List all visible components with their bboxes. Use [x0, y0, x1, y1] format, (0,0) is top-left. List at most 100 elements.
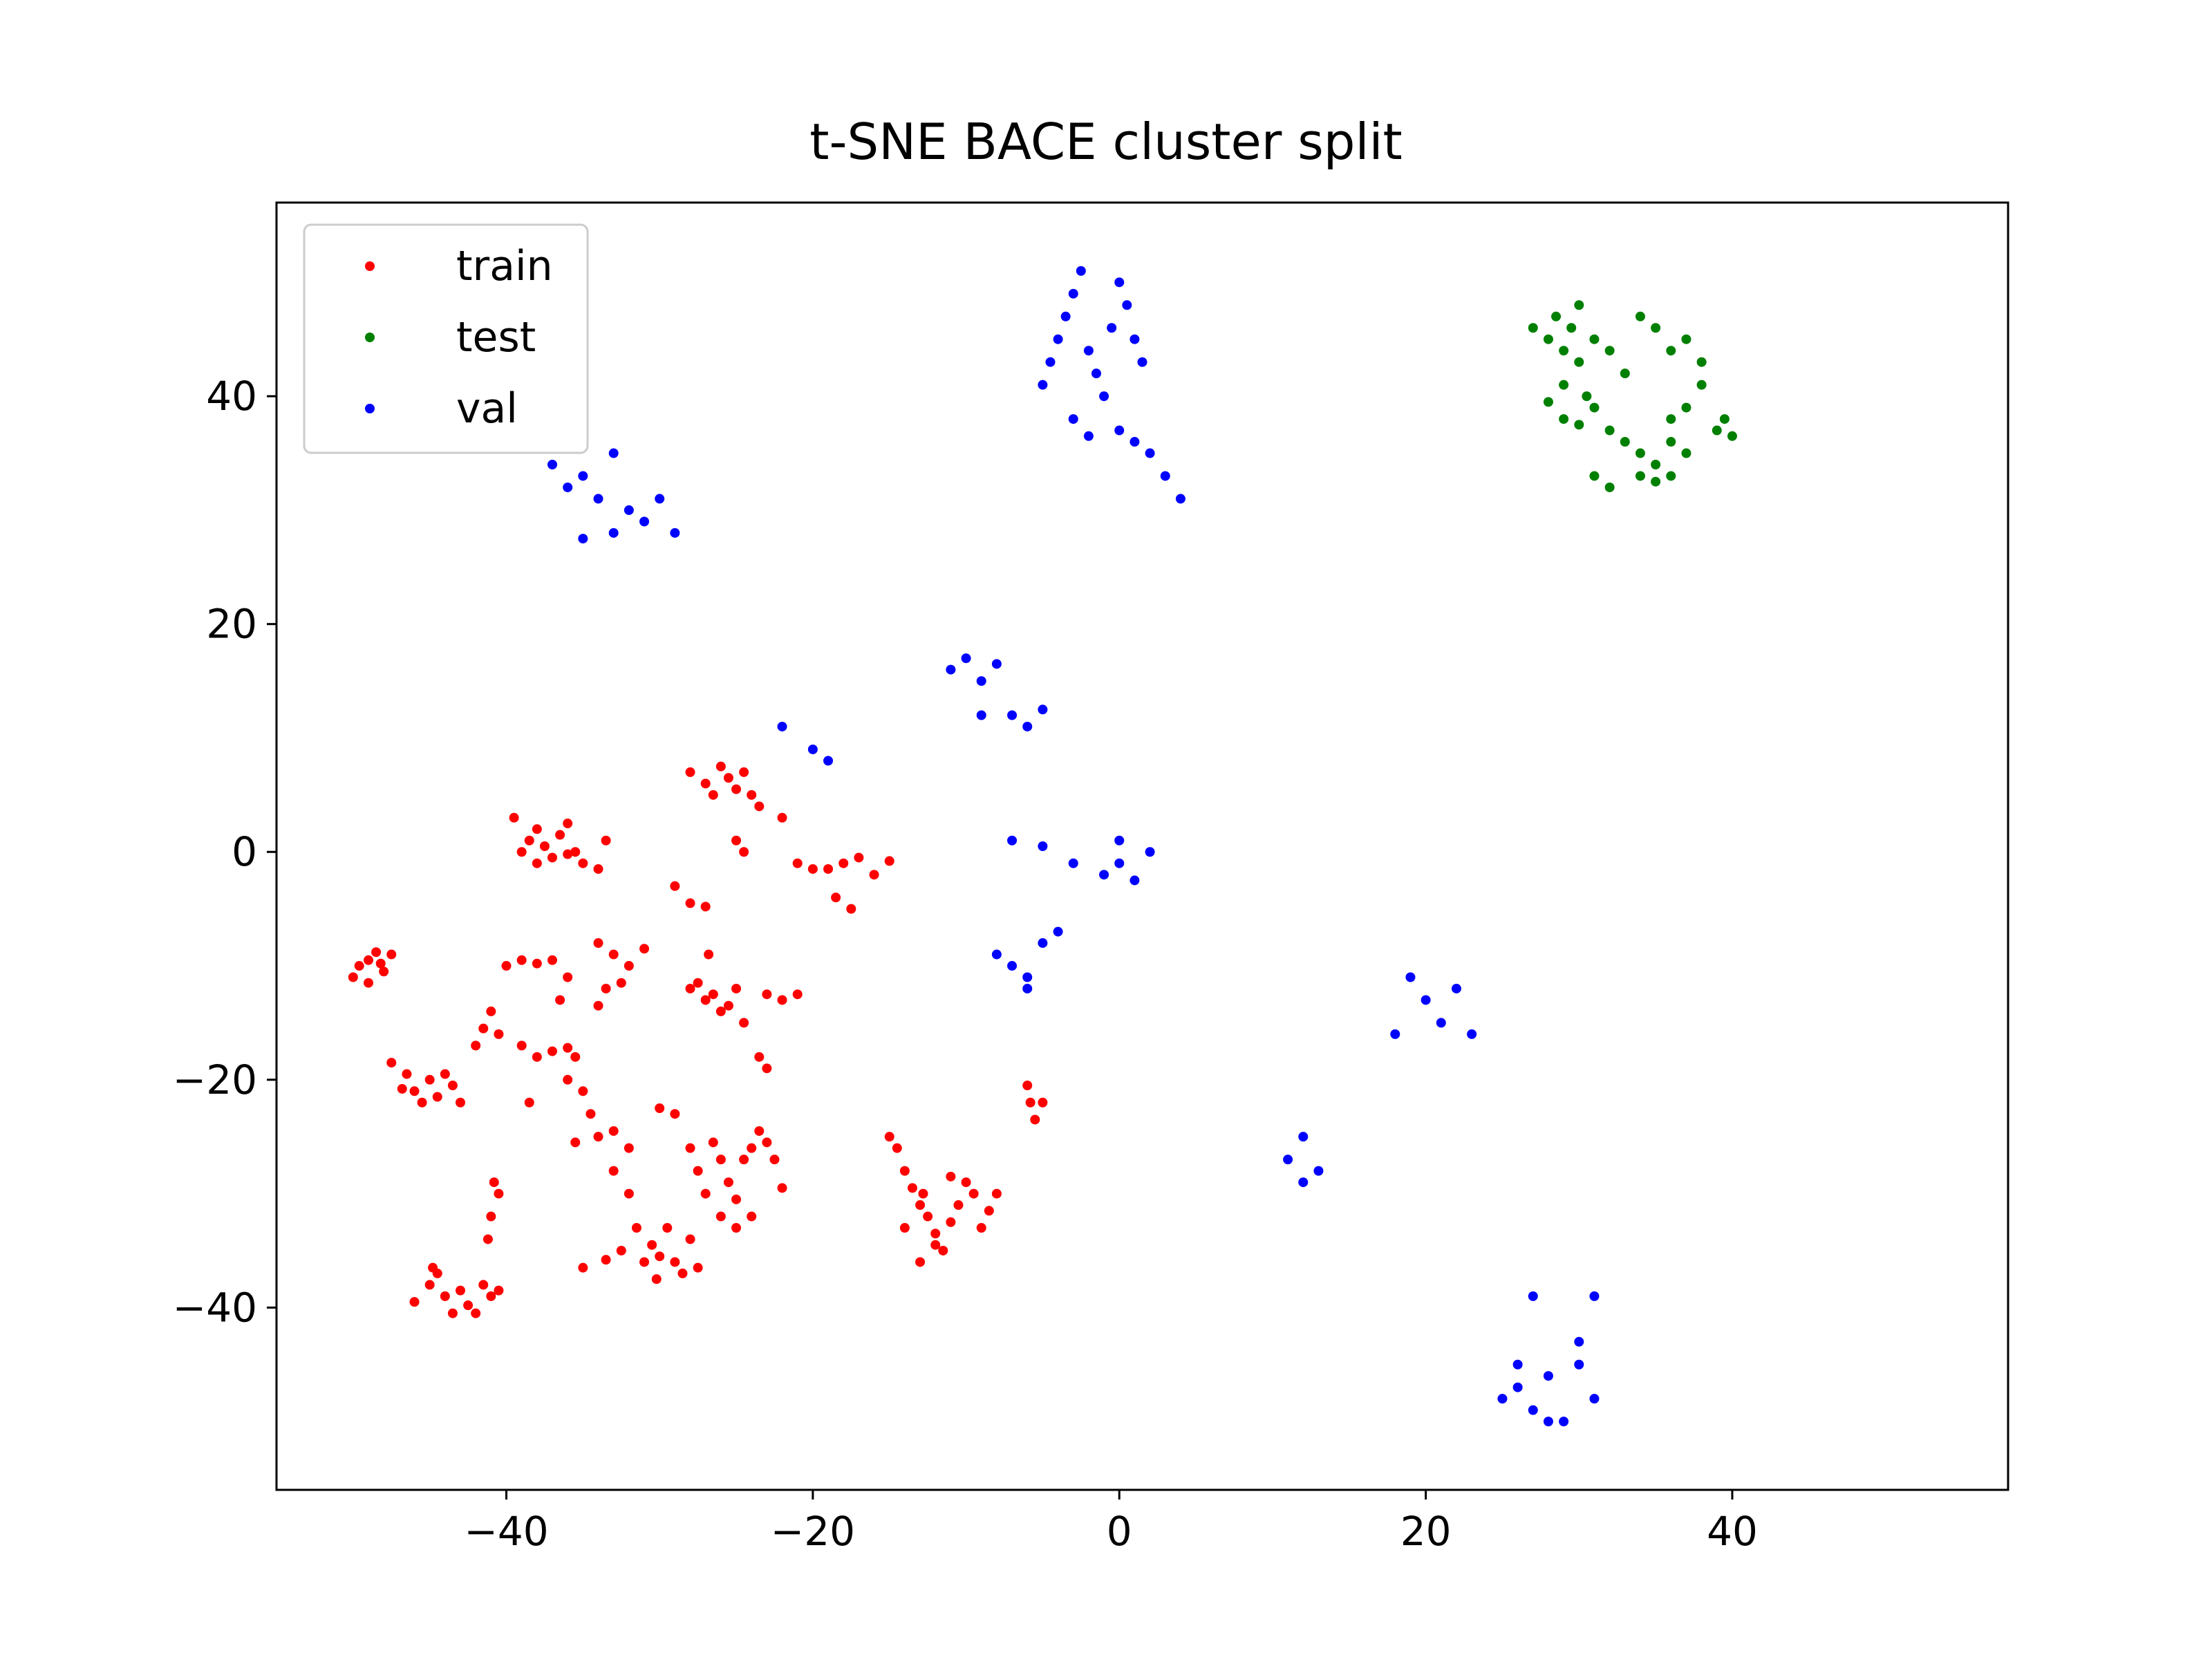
- data-point-val: [1574, 1336, 1584, 1347]
- data-point-train: [570, 1052, 581, 1062]
- data-point-train: [616, 978, 626, 988]
- data-point-train: [723, 1000, 733, 1011]
- data-point-val: [624, 505, 634, 515]
- data-point-val: [608, 527, 619, 538]
- legend-label-train: train: [456, 242, 553, 290]
- data-point-train: [915, 1257, 926, 1267]
- data-point-test: [1543, 397, 1553, 407]
- data-point-train: [478, 1023, 489, 1034]
- data-point-train: [482, 1234, 493, 1244]
- data-point-test: [1589, 402, 1600, 413]
- data-point-train: [700, 995, 711, 1005]
- data-point-train: [601, 983, 611, 993]
- data-point-test: [1559, 414, 1569, 424]
- data-point-train: [447, 1081, 458, 1091]
- y-tick-label: −40: [173, 1284, 257, 1331]
- data-point-val: [1045, 357, 1056, 367]
- data-point-train: [570, 847, 581, 857]
- data-point-test: [1696, 380, 1707, 390]
- data-point-val: [655, 494, 665, 504]
- legend-marker-train: [365, 261, 375, 271]
- data-point-train: [651, 1274, 662, 1285]
- data-point-train: [364, 978, 374, 988]
- data-point-train: [769, 1155, 780, 1165]
- data-point-train: [601, 835, 611, 846]
- data-point-test: [1727, 431, 1737, 441]
- data-point-val: [1512, 1359, 1523, 1370]
- data-point-train: [747, 1143, 757, 1153]
- data-point-val: [670, 527, 680, 538]
- data-point-test: [1604, 425, 1615, 436]
- data-point-train: [762, 1137, 772, 1148]
- data-point-train: [532, 824, 542, 834]
- data-point-val: [1068, 288, 1078, 299]
- data-point-train: [754, 1126, 765, 1136]
- data-point-val: [1436, 1018, 1446, 1028]
- y-tick-label: 0: [232, 828, 257, 875]
- data-point-train: [915, 1200, 926, 1211]
- data-point-train: [685, 1143, 695, 1153]
- data-point-train: [563, 849, 573, 859]
- data-point-train: [386, 949, 397, 960]
- data-point-train: [547, 852, 558, 863]
- data-point-train: [402, 1069, 412, 1079]
- data-point-val: [1574, 1359, 1584, 1370]
- data-point-train: [777, 995, 787, 1005]
- data-point-val: [1137, 357, 1147, 367]
- data-point-train: [471, 1308, 481, 1318]
- data-point-train: [593, 1000, 603, 1011]
- data-point-val: [1497, 1394, 1508, 1404]
- x-tick-label: 0: [1107, 1508, 1132, 1555]
- data-point-train: [424, 1280, 435, 1290]
- data-point-train: [731, 1194, 742, 1204]
- data-point-test: [1696, 357, 1707, 367]
- data-point-train: [704, 949, 714, 960]
- data-point-train: [563, 972, 573, 982]
- data-point-train: [792, 989, 803, 1000]
- data-point-train: [892, 1143, 902, 1153]
- data-point-val: [1130, 437, 1140, 447]
- data-point-train: [884, 856, 894, 866]
- data-point-val: [976, 676, 986, 687]
- data-point-train: [846, 904, 856, 914]
- data-point-train: [456, 1285, 466, 1296]
- data-point-train: [494, 1029, 504, 1039]
- data-point-train: [1025, 1097, 1035, 1108]
- data-point-train: [677, 1268, 688, 1278]
- data-point-train: [563, 819, 573, 829]
- data-point-train: [693, 978, 703, 988]
- data-point-val: [1283, 1155, 1293, 1165]
- data-point-train: [578, 858, 588, 868]
- data-point-train: [524, 1097, 534, 1108]
- legend-box: [303, 223, 589, 454]
- legend-marker-test: [365, 333, 375, 342]
- data-point-train: [409, 1086, 420, 1096]
- data-point-val: [823, 756, 834, 766]
- data-point-val: [1145, 448, 1155, 458]
- data-point-val: [1130, 875, 1140, 886]
- data-point-train: [838, 858, 849, 868]
- data-point-val: [547, 459, 558, 469]
- legend-label-test: test: [456, 313, 536, 362]
- data-point-val: [1528, 1291, 1538, 1301]
- data-point-val: [777, 721, 787, 731]
- data-point-train: [348, 972, 358, 982]
- data-point-train: [685, 898, 695, 908]
- data-point-train: [371, 947, 382, 958]
- data-point-train: [899, 1223, 910, 1233]
- data-point-train: [563, 1074, 573, 1085]
- data-point-train: [456, 1097, 466, 1108]
- data-point-val: [1099, 391, 1109, 402]
- data-point-train: [489, 1177, 499, 1188]
- x-tick-label: 40: [1707, 1508, 1758, 1555]
- data-point-train: [578, 1086, 588, 1096]
- data-point-val: [1122, 300, 1132, 310]
- data-point-train: [516, 955, 527, 965]
- data-point-train: [899, 1166, 910, 1176]
- data-point-train: [608, 1126, 619, 1136]
- data-point-test: [1651, 459, 1661, 469]
- data-point-train: [930, 1229, 941, 1239]
- data-point-train: [647, 1240, 657, 1250]
- data-point-train: [428, 1262, 438, 1273]
